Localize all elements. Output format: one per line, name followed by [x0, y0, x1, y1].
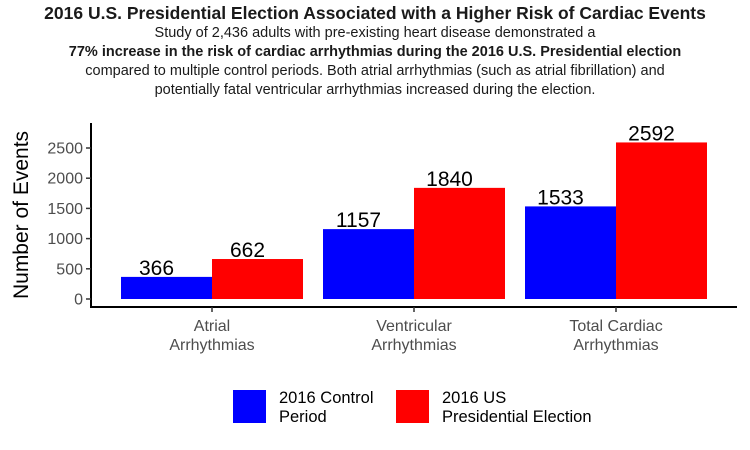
y-axis-label: Number of Events	[10, 131, 33, 299]
subtitle-line-2: 77% increase in the risk of cardiac arrh…	[68, 44, 682, 60]
legend-label: Presidential Election	[442, 408, 592, 426]
legend-label: Period	[279, 408, 327, 426]
bar-value-label: 1533	[537, 186, 584, 209]
bar-value-label: 662	[230, 239, 265, 262]
y-tick-label: 500	[56, 261, 83, 278]
y-tick-label: 1000	[47, 231, 83, 248]
subtitle-line-4: potentially fatal ventricular arrhythmia…	[154, 82, 596, 98]
x-tick-label: Atrial	[194, 318, 230, 335]
y-tick-label: 2500	[47, 141, 83, 158]
legend-swatch	[396, 390, 429, 423]
x-tick-label: Total Cardiac	[569, 318, 662, 335]
y-tick-label: 0	[74, 292, 83, 309]
chart-title: 2016 U.S. Presidential Election Associat…	[44, 3, 706, 23]
x-tick-label: Arrhythmias	[371, 337, 456, 354]
bar	[616, 142, 707, 299]
bar	[121, 276, 212, 299]
y-tick-label: 2000	[47, 171, 83, 188]
plot-area: 0 500 1000 1500 2000 2500 Number of Events 366 6…	[10, 122, 737, 354]
bar-value-label: 1157	[336, 209, 381, 232]
chart-header: 2016 U.S. Presidential Election Associat…	[0, 2, 750, 100]
x-tick-label: Ventricular	[376, 318, 452, 335]
legend-swatch	[233, 390, 266, 423]
bar	[414, 187, 505, 299]
bar-value-label: 366	[139, 257, 174, 280]
bar-value-label: 1840	[426, 168, 473, 191]
legend-label: 2016 Control	[279, 389, 373, 407]
subtitle-line-3: compared to multiple control periods. Bo…	[85, 63, 665, 79]
x-tick-label: Arrhythmias	[169, 337, 254, 354]
bar	[212, 259, 303, 299]
bar-value-label: 2592	[628, 122, 675, 145]
subtitle-line-1: Study of 2,436 adults with pre-existing …	[154, 25, 596, 41]
y-tick-label: 1500	[47, 201, 83, 218]
bar	[323, 229, 414, 299]
legend-label: 2016 US	[442, 389, 506, 407]
x-tick-label: Arrhythmias	[573, 337, 658, 354]
bar	[525, 206, 616, 299]
